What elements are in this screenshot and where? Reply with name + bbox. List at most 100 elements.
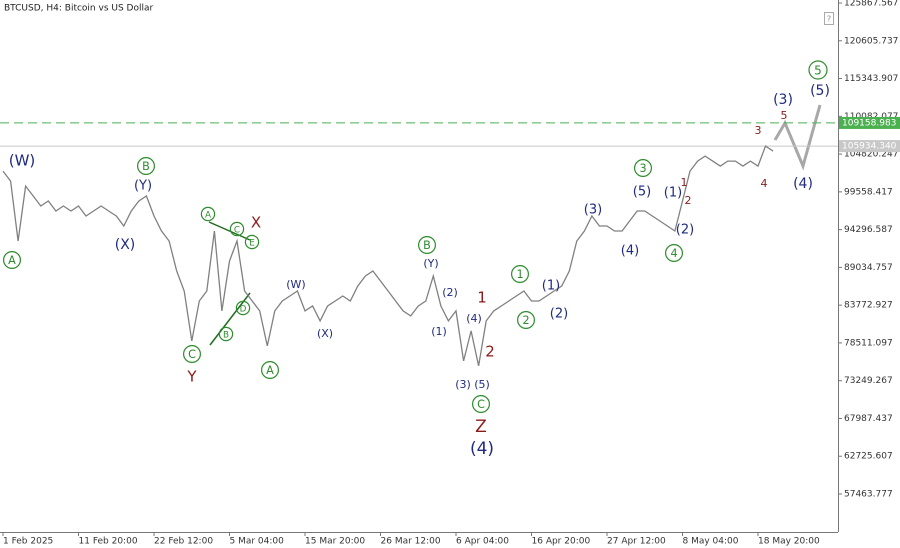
wave-label: (1) <box>664 186 682 201</box>
x-tick-label: 1 Feb 2025 <box>3 537 53 547</box>
x-tick-label: 5 Mar 04:00 <box>230 537 285 547</box>
wave-label: 3 <box>755 124 762 137</box>
projection-path <box>773 104 822 171</box>
wave-label: (3) <box>584 203 602 218</box>
wave-label: (4) <box>466 312 482 325</box>
wave-circle <box>218 326 234 342</box>
wave-label: (5) <box>633 185 651 200</box>
y-tick-label: 83772.927 <box>844 301 893 311</box>
wave-circle <box>664 244 683 263</box>
wave-circle <box>137 157 156 176</box>
wave-circle <box>418 236 437 255</box>
wave-label: C <box>234 226 240 236</box>
x-tick-label: 15 Mar 20:00 <box>305 537 365 547</box>
wave-label: C <box>188 348 196 361</box>
y-tick-label: 120605.737 <box>844 36 898 46</box>
wave-label: Z <box>475 417 487 437</box>
y-tick-label: 110082.077 <box>844 112 898 122</box>
wave-label: (2) <box>442 286 458 299</box>
wave-label: 1 <box>477 289 487 307</box>
y-tick-label: 99558.417 <box>844 187 893 197</box>
x-tick-label: 6 Apr 04:00 <box>456 537 509 547</box>
wave-label: (X) <box>317 327 333 340</box>
x-tick-label: 18 May 20:00 <box>758 537 820 547</box>
wave-label: E <box>249 239 255 249</box>
wave-label: 4 <box>670 247 677 260</box>
wave-circle <box>235 300 251 316</box>
wave-label: (Y) <box>423 257 438 270</box>
wave-label: (4) <box>470 439 494 459</box>
x-tick-label: 27 Apr 12:00 <box>607 537 666 547</box>
wave-label: A <box>8 254 16 267</box>
price-level-label: 105934.340 <box>842 142 897 152</box>
wave-label: 5 <box>781 109 788 122</box>
wave-label: (X) <box>115 237 136 253</box>
x-tick-label: 11 Feb 20:00 <box>79 537 138 547</box>
price-level-label: 109158.983 <box>842 118 896 128</box>
wave-label: (4) <box>621 244 639 259</box>
wave-label: (3) <box>455 378 471 391</box>
y-tick-label: 115343.907 <box>844 74 898 84</box>
wave-label: (5) <box>474 378 490 391</box>
wave-label: (Y) <box>134 179 152 194</box>
wave-circle <box>633 159 652 178</box>
y-tick-label: 73249.267 <box>844 376 893 386</box>
y-tick-label: 67987.437 <box>844 414 893 424</box>
wave-label: B <box>142 160 150 173</box>
wave-label: 4 <box>761 177 768 190</box>
wave-label: B <box>223 331 229 341</box>
wave-label: A <box>266 364 274 377</box>
x-tick-label: 8 May 04:00 <box>683 537 739 547</box>
wave-label: 1 <box>681 176 688 189</box>
y-tick-label: 94296.587 <box>844 225 893 235</box>
x-tick-label: 22 Feb 12:00 <box>154 537 213 547</box>
wave-label: A <box>205 211 211 221</box>
wave-circle <box>472 395 491 414</box>
wave-label: (2) <box>550 307 568 322</box>
x-tick-label: 16 Apr 20:00 <box>532 537 591 547</box>
y-tick-label: 57463.777 <box>844 490 893 500</box>
wave-label: 2 <box>522 314 529 327</box>
wave-label: 3 <box>639 162 646 175</box>
trend-line <box>208 221 251 241</box>
wave-label: (2) <box>676 223 694 238</box>
wave-label: (3) <box>773 92 793 108</box>
wave-circle <box>808 60 828 80</box>
wave-label: X <box>251 214 261 232</box>
help-icon-glyph: ? <box>827 15 831 24</box>
wave-circle <box>183 345 202 364</box>
wave-label: (5) <box>810 83 830 99</box>
wave-label: (W) <box>9 152 36 170</box>
wave-circle <box>200 206 216 222</box>
wave-label: (1) <box>431 325 447 338</box>
wave-label: 2 <box>685 194 692 207</box>
wave-circle <box>3 251 21 270</box>
y-tick-label: 104820.247 <box>844 150 898 160</box>
wave-label: 1 <box>516 268 523 281</box>
wave-label: (1) <box>542 279 560 294</box>
wave-label: 2 <box>485 343 495 361</box>
chart-title: BTCUSD, H4: Bitcoin vs US Dollar <box>4 4 153 14</box>
price-level-tag <box>839 116 900 129</box>
price-line <box>2 145 774 367</box>
price-level-tag <box>839 140 900 153</box>
wave-circle <box>511 265 530 284</box>
wave-label: B <box>423 239 431 252</box>
wave-label: D <box>240 305 247 315</box>
wave-circle <box>261 361 280 380</box>
wave-circle <box>229 221 245 237</box>
y-tick-label: 62725.607 <box>844 452 893 462</box>
help-icon[interactable] <box>824 12 834 25</box>
y-tick-label: 78511.097 <box>844 338 893 348</box>
wave-label: 5 <box>814 64 822 78</box>
y-tick-label: 125867.567 <box>844 0 898 9</box>
x-tick-label: 26 Mar 12:00 <box>381 537 441 547</box>
y-tick-label: 89034.757 <box>844 263 893 273</box>
wave-circle <box>516 311 535 330</box>
wave-label: C <box>477 398 485 411</box>
wave-label: (W) <box>286 278 305 291</box>
wave-circle <box>244 234 260 250</box>
wave-label: (4) <box>793 176 813 192</box>
